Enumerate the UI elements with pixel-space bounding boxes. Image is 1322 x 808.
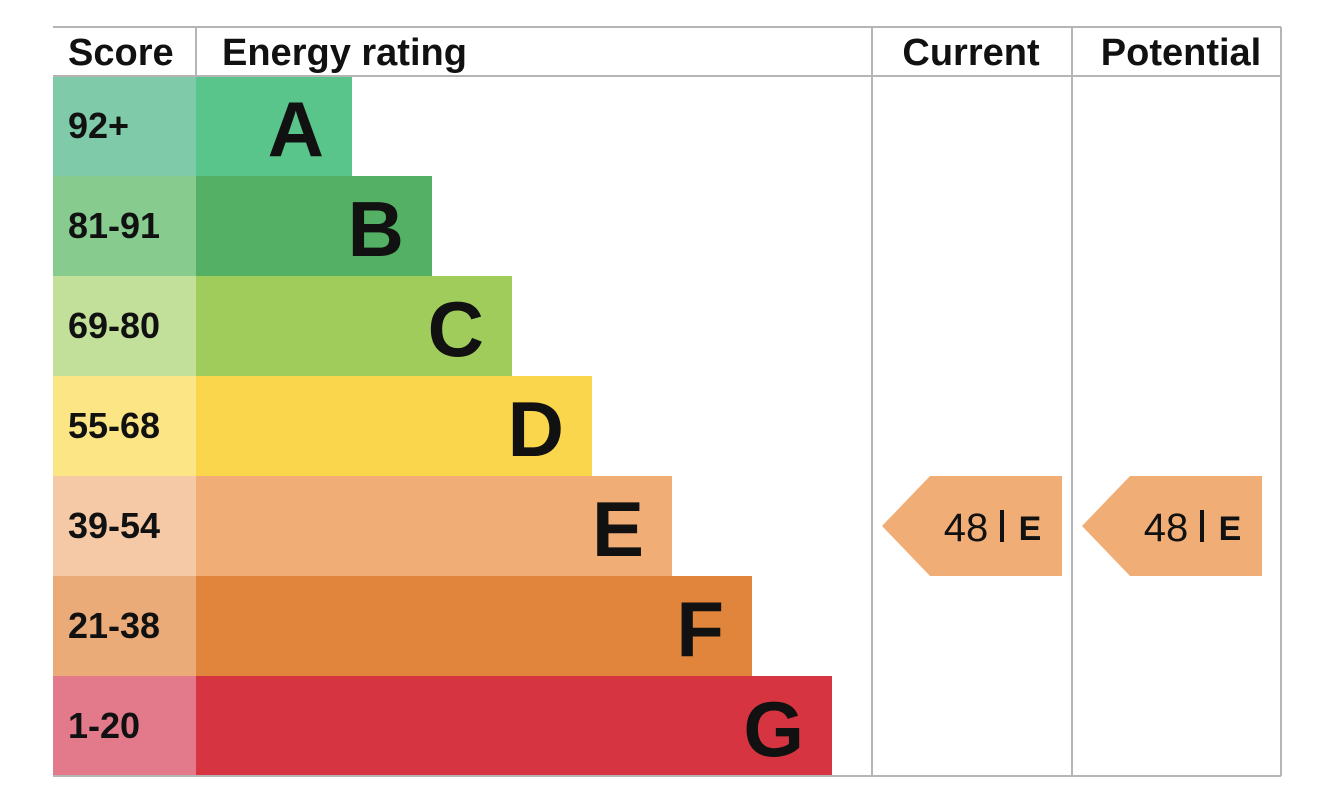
- header-potential: Potential: [1101, 32, 1261, 74]
- rating-bar-e: [196, 476, 672, 576]
- rating-rows: 92+ A 81-91 B 69-80 C 55-68 D 39-54 E 21-38 F 1-20 G: [53, 76, 832, 776]
- rating-bar-d: [196, 376, 592, 476]
- current-band-letter: E: [1019, 510, 1042, 548]
- rating-bar-b: [196, 176, 432, 276]
- header-energy-rating: Energy rating: [222, 32, 467, 74]
- score-cell-d: [53, 376, 196, 476]
- score-cell-g: [53, 676, 196, 776]
- score-range-b: 81-91: [68, 205, 160, 246]
- potential-arrow-shape: [1082, 476, 1262, 576]
- rating-bar-g: [196, 676, 832, 776]
- rating-arrows: 48 E 48 E: [882, 476, 1262, 576]
- rating-letter-e: E: [592, 485, 644, 573]
- rating-letter-b: B: [348, 185, 404, 273]
- current-rating-arrow: 48 E: [882, 476, 1062, 576]
- current-arrow-separator: [1000, 510, 1004, 542]
- score-range-f: 21-38: [68, 605, 160, 646]
- score-range-e: 39-54: [68, 505, 160, 546]
- potential-score-value: 48: [1144, 506, 1189, 550]
- score-range-c: 69-80: [68, 305, 160, 346]
- rating-bar-a: [196, 76, 352, 176]
- score-cell-a: [53, 76, 196, 176]
- potential-rating-arrow: 48 E: [1082, 476, 1262, 576]
- rating-bar-f: [196, 576, 752, 676]
- rating-letter-d: D: [508, 385, 564, 473]
- score-cell-b: [53, 176, 196, 276]
- current-score-value: 48: [944, 506, 989, 550]
- score-cell-f: [53, 576, 196, 676]
- current-arrow-shape: [882, 476, 1062, 576]
- rating-letter-f: F: [676, 585, 724, 673]
- score-range-a: 92+: [68, 105, 129, 146]
- rating-letter-a: A: [268, 85, 324, 173]
- potential-band-letter: E: [1219, 510, 1242, 548]
- score-range-g: 1-20: [68, 705, 140, 746]
- table-frame: [53, 26, 1282, 777]
- score-cell-e: [53, 476, 196, 576]
- score-cell-c: [53, 276, 196, 376]
- potential-arrow-separator: [1200, 510, 1204, 542]
- rating-bar-c: [196, 276, 512, 376]
- header-current: Current: [902, 32, 1040, 74]
- score-range-d: 55-68: [68, 405, 160, 446]
- header-score: Score: [68, 32, 174, 74]
- rating-letter-g: G: [743, 685, 804, 773]
- rating-letter-c: C: [428, 285, 484, 373]
